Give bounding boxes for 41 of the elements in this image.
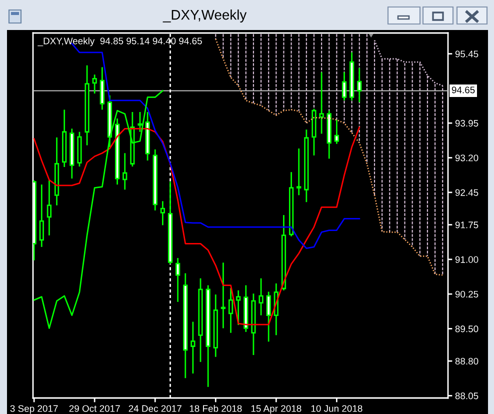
line-series (33, 90, 164, 329)
x-tick-label: 10 Jun 2018 (311, 405, 362, 412)
candlestick (190, 321, 196, 374)
candlestick (176, 257, 180, 303)
candlestick (334, 119, 339, 145)
y-tick-label: 93.95 (455, 120, 478, 127)
candlestick (342, 72, 347, 102)
candlestick (160, 200, 166, 226)
x-tick-label: 18 Feb 2018 (190, 404, 242, 412)
candlestick (357, 67, 362, 103)
y-tick-label: 95.45 (455, 50, 478, 58)
candlestick (258, 278, 264, 316)
candlestick (39, 184, 44, 248)
x-tick-label: 29 Oct 2017 (69, 405, 120, 412)
y-tick-label: 88.05 (455, 392, 478, 400)
candlestick (220, 262, 226, 329)
y-tick-label: 91.75 (455, 222, 478, 228)
y-tick-label: 88.80 (455, 358, 478, 365)
annotation: _DXY,Weekly 94.85 95.14 94.40 94.65 (38, 37, 202, 46)
candlestick (138, 111, 142, 133)
y-tick-label: 91.00 (455, 256, 478, 263)
chart-title: _DXY,Weekly (162, 10, 247, 22)
candlestick (296, 148, 302, 196)
y-tick-label: 92.45 (455, 189, 478, 196)
line-series (374, 40, 444, 86)
candlestick (100, 66, 104, 110)
candlestick (122, 152, 128, 190)
y-tick-label: 90.25 (455, 290, 478, 298)
candlestick (92, 74, 97, 94)
line-series (214, 38, 444, 276)
candlestick (266, 291, 271, 342)
y-tick-label: 93.20 (455, 154, 478, 162)
y-tick-label: 89.50 (455, 326, 478, 332)
candlestick (236, 290, 241, 326)
x-tick-label: 24 Dec 2017 (128, 405, 182, 412)
candlestick (228, 287, 234, 334)
ref-line-label: 94.65 (452, 86, 475, 94)
x-tick-label: 15 Apr 2018 (251, 405, 302, 414)
candlestick (46, 180, 52, 236)
x-tick-label: 3 Sep 2017 (10, 405, 58, 414)
line-series (33, 126, 360, 326)
